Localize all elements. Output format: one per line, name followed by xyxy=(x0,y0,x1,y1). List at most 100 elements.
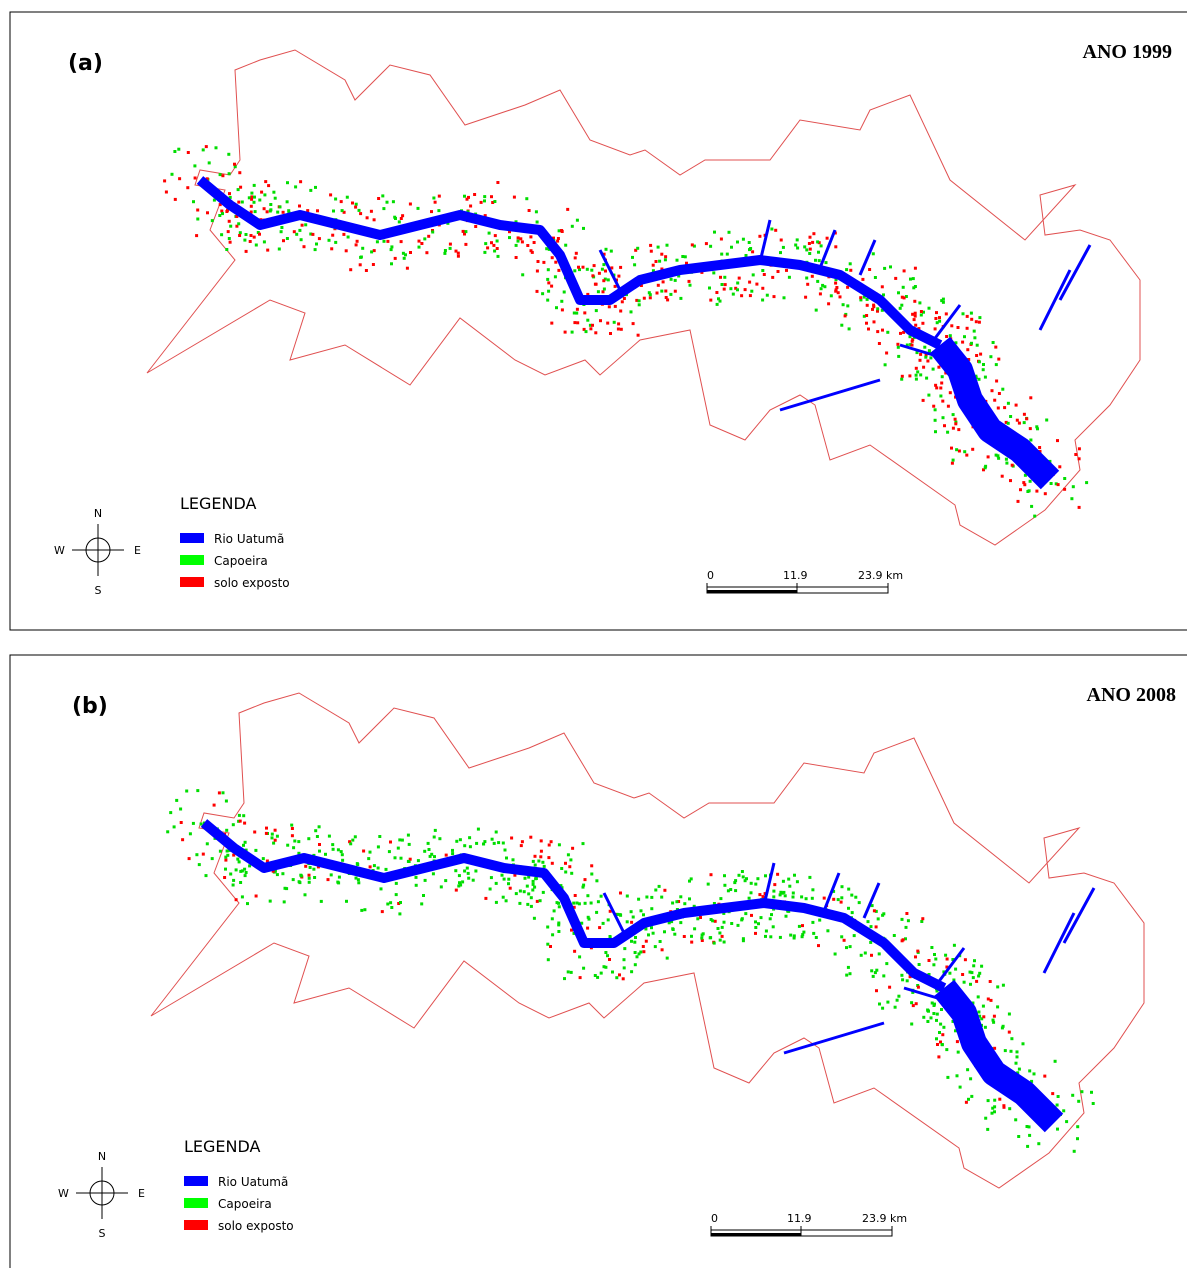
pixel xyxy=(867,328,870,331)
pixel xyxy=(802,931,805,934)
pixel xyxy=(444,249,447,252)
pixel xyxy=(713,231,716,234)
tributary xyxy=(1040,270,1070,330)
pixel xyxy=(1010,1037,1013,1040)
pixel xyxy=(329,193,332,196)
pixel xyxy=(1017,1135,1020,1138)
pixel xyxy=(966,315,969,318)
pixel xyxy=(1028,1134,1031,1137)
pixel xyxy=(166,830,169,833)
pixel xyxy=(211,219,214,222)
pixel xyxy=(554,275,557,278)
pixel xyxy=(660,253,663,256)
pixel xyxy=(991,389,994,392)
pixel xyxy=(533,886,536,889)
pixel xyxy=(228,192,231,195)
pixel xyxy=(990,999,993,1002)
pixel xyxy=(541,292,544,295)
pixel xyxy=(575,252,578,255)
pixel xyxy=(237,222,240,225)
pixel xyxy=(649,293,652,296)
pixel xyxy=(315,243,318,246)
pixel xyxy=(1003,406,1006,409)
pixel xyxy=(1015,1062,1018,1065)
pixel xyxy=(774,229,777,232)
pixel xyxy=(1043,1075,1046,1078)
pixel xyxy=(586,927,589,930)
pixel xyxy=(912,277,915,280)
pixel xyxy=(548,844,551,847)
pixel xyxy=(295,233,298,236)
pixel xyxy=(557,930,560,933)
pixel xyxy=(608,958,611,961)
pixel xyxy=(733,881,736,884)
tributary xyxy=(930,305,960,345)
pixel xyxy=(851,911,854,914)
pixel xyxy=(922,399,925,402)
pixel xyxy=(914,315,917,318)
pixel xyxy=(437,209,440,212)
pixel xyxy=(730,246,733,249)
pixel xyxy=(571,331,574,334)
pixel xyxy=(921,322,924,325)
pixel xyxy=(845,946,848,949)
pixel xyxy=(392,200,395,203)
pixel xyxy=(567,853,570,856)
pixel xyxy=(294,185,297,188)
pixel xyxy=(232,884,235,887)
pixel xyxy=(432,197,435,200)
pixel xyxy=(1090,1091,1093,1094)
pixel xyxy=(417,859,420,862)
pixel xyxy=(458,874,461,877)
pixel xyxy=(716,303,719,306)
pixel xyxy=(349,842,352,845)
pixel xyxy=(708,287,711,290)
pixel xyxy=(939,395,942,398)
pixel xyxy=(947,405,950,408)
pixel xyxy=(1035,490,1038,493)
pixel xyxy=(1009,415,1012,418)
pixel xyxy=(417,207,420,210)
pixel xyxy=(313,876,316,879)
pixel xyxy=(690,935,693,938)
pixel xyxy=(286,181,289,184)
pixel xyxy=(582,266,585,269)
pixel xyxy=(1044,492,1047,495)
pixel xyxy=(420,902,423,905)
pixel xyxy=(650,926,653,929)
pixel xyxy=(1023,421,1026,424)
pixel xyxy=(472,879,475,882)
pixel xyxy=(550,285,553,288)
pixel xyxy=(390,248,393,251)
pixel xyxy=(1077,1100,1080,1103)
pixel xyxy=(360,256,363,259)
pixel xyxy=(754,883,757,886)
pixel xyxy=(631,256,634,259)
pixel xyxy=(228,237,231,240)
pixel xyxy=(276,211,279,214)
compass-n: N xyxy=(98,1150,106,1163)
pixel xyxy=(902,938,905,941)
pixel xyxy=(373,864,376,867)
pixel xyxy=(469,205,472,208)
pixel xyxy=(1033,515,1036,518)
tributary xyxy=(1044,913,1074,973)
pixel xyxy=(679,895,682,898)
pixel xyxy=(617,275,620,278)
pixel xyxy=(978,316,981,319)
pixel xyxy=(469,845,472,848)
pixel xyxy=(400,217,403,220)
pixel xyxy=(463,195,466,198)
pixel xyxy=(750,891,753,894)
pixel xyxy=(513,196,516,199)
pixel xyxy=(324,853,327,856)
pixel xyxy=(366,216,369,219)
pixel xyxy=(253,236,256,239)
pixel xyxy=(1029,480,1032,483)
pixel xyxy=(546,943,549,946)
pixel xyxy=(536,290,539,293)
pixel xyxy=(386,903,389,906)
pixel xyxy=(265,832,268,835)
pixel xyxy=(800,895,803,898)
pixel xyxy=(669,293,672,296)
